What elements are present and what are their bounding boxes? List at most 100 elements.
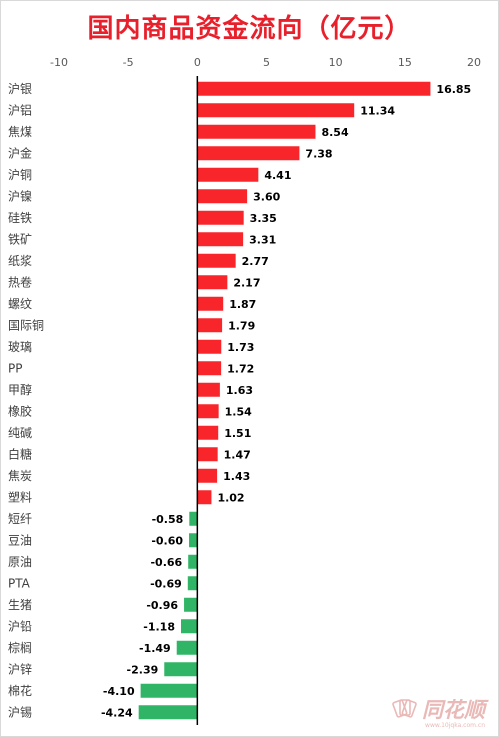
bar xyxy=(197,275,228,290)
chart-title: 国内商品资金流向（亿元） xyxy=(87,14,412,44)
data-label: 1.72 xyxy=(227,362,254,375)
category-label: 焦煤 xyxy=(8,125,32,139)
category-label: 沪铜 xyxy=(8,167,32,182)
bar xyxy=(188,554,198,569)
bar xyxy=(197,447,218,462)
data-label: 3.31 xyxy=(249,233,276,246)
data-label: -0.69 xyxy=(150,577,182,590)
category-label: 豆油 xyxy=(8,533,32,547)
data-label: -0.66 xyxy=(150,556,182,569)
watermark-url: www.10jqka.com.cn xyxy=(425,722,485,729)
category-label: 沪锌 xyxy=(8,662,32,676)
category-label: PTA xyxy=(8,576,31,590)
bar xyxy=(197,81,431,96)
bar xyxy=(181,619,198,634)
bar xyxy=(197,382,220,397)
x-tick-label: 10 xyxy=(329,56,343,69)
bar xyxy=(189,511,198,526)
category-label: 短纤 xyxy=(8,512,32,526)
bar xyxy=(197,232,244,247)
data-label: -0.58 xyxy=(152,513,184,526)
bar xyxy=(197,189,248,204)
data-label: 1.63 xyxy=(226,384,253,397)
category-label: PP xyxy=(8,361,22,375)
data-label: 3.60 xyxy=(253,190,280,203)
category-label: 玻璃 xyxy=(8,340,32,354)
category-label: 纸浆 xyxy=(8,253,32,268)
category-label: 焦炭 xyxy=(8,469,32,483)
category-label: 铁矿 xyxy=(8,232,32,246)
category-label: 棉花 xyxy=(8,683,32,698)
bar xyxy=(197,103,355,118)
bar xyxy=(197,146,300,161)
bar xyxy=(197,404,219,419)
category-label: 塑料 xyxy=(8,489,32,504)
category-label: 国际铜 xyxy=(8,317,44,332)
data-label: 4.41 xyxy=(264,169,291,182)
data-label: 1.43 xyxy=(223,470,250,483)
x-tick-label: 15 xyxy=(398,56,412,69)
x-tick-label: 0 xyxy=(194,56,201,69)
bar xyxy=(197,468,218,483)
bar xyxy=(197,167,259,182)
bar xyxy=(197,339,222,354)
bar xyxy=(184,597,198,612)
bar xyxy=(176,640,198,655)
bar xyxy=(187,576,198,591)
category-label: 硅铁 xyxy=(8,211,32,225)
data-label: -4.10 xyxy=(103,685,135,698)
watermark-text: 同花顺 xyxy=(422,698,485,722)
data-label: -1.49 xyxy=(139,642,171,655)
bar xyxy=(197,210,244,225)
x-tick-label: -5 xyxy=(123,56,134,69)
category-label: 白糖 xyxy=(8,446,32,461)
bar xyxy=(197,361,222,376)
category-label: 生猪 xyxy=(8,598,32,612)
bar xyxy=(164,662,198,677)
bar xyxy=(197,425,219,440)
category-label: 沪银 xyxy=(8,82,32,96)
data-label: 2.17 xyxy=(233,276,260,289)
x-tick-label: -10 xyxy=(50,56,68,69)
data-label: -1.18 xyxy=(143,620,175,633)
data-label: -4.24 xyxy=(101,706,133,719)
x-tick-label: 5 xyxy=(263,56,270,69)
bar xyxy=(197,296,224,311)
bar xyxy=(197,490,212,505)
bar xyxy=(140,683,198,698)
data-label: 1.51 xyxy=(224,427,251,440)
data-label: 8.54 xyxy=(321,126,348,139)
data-label: 1.54 xyxy=(225,405,252,418)
data-label: 11.34 xyxy=(360,104,395,117)
category-label: 沪锡 xyxy=(8,704,32,719)
bar xyxy=(197,318,223,333)
category-label: 螺纹 xyxy=(8,297,32,311)
bar xyxy=(197,124,316,139)
data-label: 1.02 xyxy=(217,491,244,504)
bar xyxy=(197,253,236,268)
category-label: 热卷 xyxy=(8,274,32,289)
category-label: 沪铅 xyxy=(8,619,32,633)
data-label: 1.87 xyxy=(229,298,256,311)
data-label: 16.85 xyxy=(436,83,471,96)
data-label: 1.47 xyxy=(224,448,251,461)
category-label: 原油 xyxy=(8,555,32,569)
data-label: -0.60 xyxy=(151,534,183,547)
data-label: 1.79 xyxy=(228,319,255,332)
category-label: 沪铝 xyxy=(8,102,32,117)
category-label: 棕榈 xyxy=(8,640,32,655)
data-label: 3.35 xyxy=(250,212,277,225)
bar xyxy=(138,705,198,720)
bar xyxy=(189,533,198,548)
category-label: 橡胶 xyxy=(8,403,32,418)
category-label: 沪金 xyxy=(8,145,32,160)
data-label: -0.96 xyxy=(146,599,178,612)
x-tick-label: 20 xyxy=(467,56,481,69)
data-label: 7.38 xyxy=(305,147,332,160)
card-fan-icon xyxy=(392,699,417,718)
watermark: 同花顺 www.10jqka.com.cn xyxy=(392,694,485,729)
data-label: 1.73 xyxy=(227,341,254,354)
category-label: 沪镍 xyxy=(8,189,32,203)
